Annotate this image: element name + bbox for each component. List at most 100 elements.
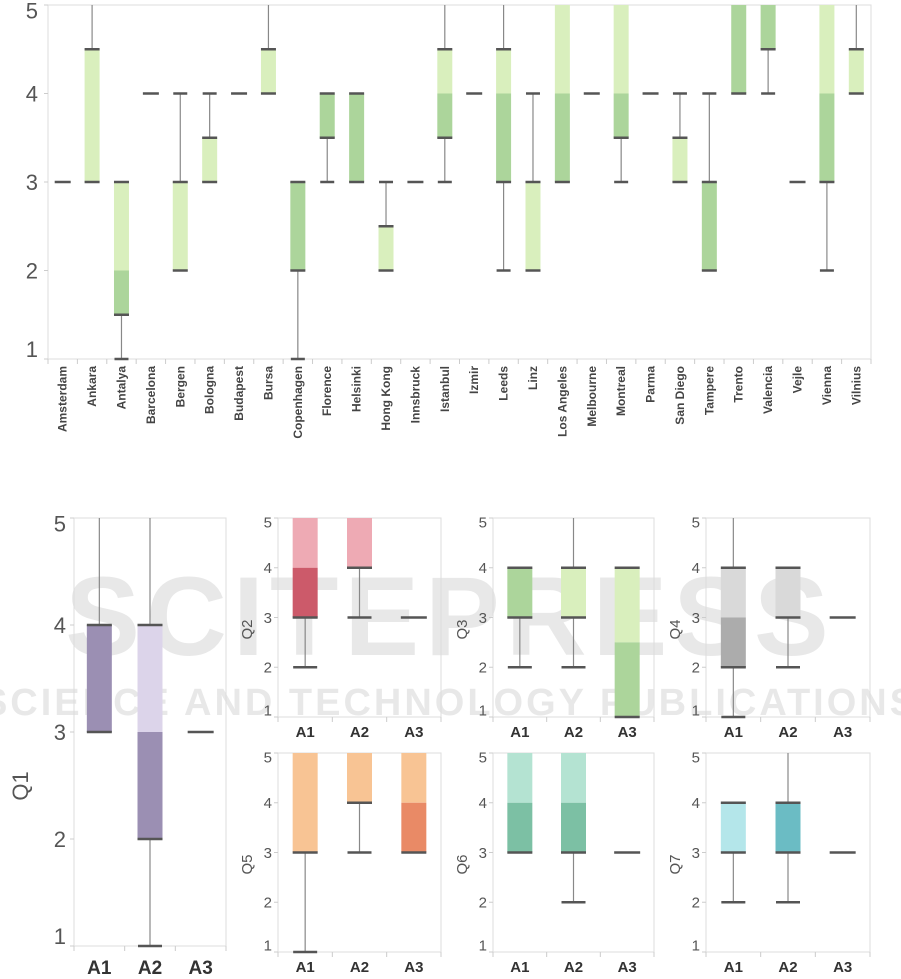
box-lower-half — [349, 93, 365, 182]
y-tick-label: 1 — [264, 938, 272, 955]
y-tick-label: 2 — [264, 660, 272, 677]
y-tick-label: 1 — [692, 938, 700, 955]
box-upper-half — [401, 753, 427, 803]
box-lower-half — [437, 93, 453, 138]
y-tick-label: 2 — [479, 660, 487, 677]
box-a1 — [86, 518, 112, 734]
x-category-label: Ankara — [85, 366, 99, 407]
x-category-label: A2 — [564, 959, 583, 976]
y-tick-label: 1 — [479, 703, 487, 720]
x-category-label: A3 — [189, 958, 213, 979]
box-vienna — [819, 5, 835, 272]
x-category-label: Valencia — [761, 366, 775, 414]
chart-panel-q7: 1 2 3 4 5 A1 A2 A3 Q7 — [667, 749, 871, 976]
box-upper-half — [720, 567, 746, 618]
x-category-label: Izmir — [467, 366, 481, 394]
y-tick-label: 2 — [26, 258, 38, 283]
x-category-label: Vienna — [820, 366, 834, 405]
box-upper-half — [672, 137, 688, 182]
box-antalya — [113, 180, 129, 361]
box-a2 — [775, 753, 801, 904]
y-axis-title: Q2 — [239, 619, 256, 639]
x-category-label: Helsinki — [350, 366, 364, 412]
box-upper-half — [172, 182, 188, 271]
y-tick-label: 4 — [692, 560, 700, 577]
box-lower-half — [614, 642, 640, 717]
x-category-label: Copenhagen — [291, 366, 305, 439]
x-category-label: Bergen — [173, 366, 187, 407]
y-tick-label: 4 — [26, 81, 38, 106]
box-lower-half — [137, 732, 163, 839]
x-category-label: A1 — [510, 959, 529, 976]
y-tick-label: 1 — [264, 703, 272, 720]
box-lower-half — [319, 93, 335, 138]
box-a3 — [614, 566, 640, 719]
x-category-label: A2 — [350, 959, 369, 976]
y-tick-label: 1 — [692, 703, 700, 720]
box-upper-half — [525, 182, 541, 271]
box-a3 — [401, 753, 427, 854]
chart-panel-q3: 1 2 3 4 5 A1 A2 A3 Q3 — [454, 514, 655, 741]
box-upper-half — [437, 49, 453, 94]
box-trento — [731, 5, 747, 95]
box-lower-half — [507, 802, 533, 853]
y-tick-label: 3 — [54, 720, 66, 745]
y-tick-label: 3 — [692, 610, 700, 627]
x-category-label: Linz — [526, 366, 540, 390]
box-a1 — [720, 801, 746, 904]
x-category-label: A1 — [87, 958, 112, 979]
y-tick-label: 3 — [479, 610, 487, 627]
watermark-title: SCITEPRESS — [65, 554, 835, 679]
box-linz — [525, 92, 541, 272]
box-upper-half — [292, 753, 318, 853]
y-tick-label: 3 — [264, 845, 272, 862]
y-tick-label: 1 — [54, 924, 66, 949]
box-upper-half — [507, 753, 533, 803]
box-upper-half — [554, 5, 570, 94]
box-a2 — [347, 518, 372, 619]
x-category-label: Amsterdam — [56, 366, 70, 432]
x-category-label: A3 — [404, 959, 423, 976]
x-category-label: A1 — [510, 724, 529, 741]
box-lower-half — [290, 182, 306, 271]
y-axis-title: Q1 — [8, 771, 33, 800]
chart-panel-q5: 1 2 3 4 5 A1 A2 A3 Q5 — [239, 749, 442, 976]
box-upper-half — [260, 49, 276, 94]
box-lower-half — [819, 93, 835, 182]
x-category-label: A1 — [296, 959, 315, 976]
box-lower-half — [496, 93, 512, 182]
y-axis-title: Q7 — [667, 854, 684, 874]
x-category-label: Leeds — [497, 366, 511, 401]
x-category-label: San Diego — [673, 366, 687, 425]
chart-panel-cities: 1 2 3 4 5 Amsterdam Ankara Antalya Barcelona Berg… — [26, 0, 872, 439]
x-category-label: Parma — [644, 366, 658, 403]
y-axis-title: Q6 — [454, 854, 471, 874]
y-tick-label: 5 — [264, 749, 272, 766]
box-lower-half — [113, 270, 129, 315]
y-tick-label: 4 — [264, 795, 272, 812]
y-tick-label: 3 — [26, 170, 38, 195]
y-tick-label: 4 — [54, 613, 66, 638]
y-tick-label: 1 — [26, 337, 38, 362]
box-upper-half — [496, 49, 512, 94]
box-bergen — [172, 92, 188, 272]
y-tick-label: 5 — [479, 749, 487, 766]
box-a1 — [507, 753, 533, 854]
box-upper-half — [137, 625, 163, 732]
y-tick-label: 3 — [264, 610, 272, 627]
box-upper-half — [113, 182, 129, 271]
box-san-diego — [672, 92, 688, 184]
box-a2 — [561, 518, 586, 669]
y-axis-title: Q5 — [239, 854, 256, 874]
box-a1 — [507, 566, 533, 669]
watermark: SCITEPRESS SCIENCE AND TECHNOLOGY PUBLIC… — [0, 554, 901, 724]
box-upper-half — [775, 567, 801, 618]
box-a1 — [720, 518, 746, 719]
box-ankara — [84, 5, 100, 184]
box-montreal — [613, 5, 629, 184]
y-tick-label: 5 — [26, 0, 38, 24]
box-vilnius — [848, 5, 864, 95]
box-upper-half — [614, 567, 640, 643]
y-tick-label: 2 — [692, 660, 700, 677]
